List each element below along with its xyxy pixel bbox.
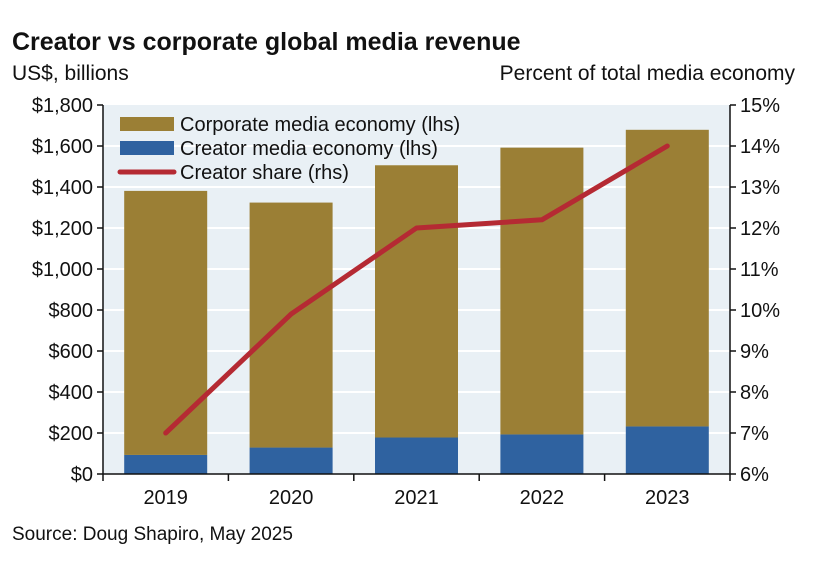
right-tick-label: 6% <box>740 464 769 486</box>
left-tick-label: $1,400 <box>32 177 93 199</box>
x-tick-label: 2021 <box>394 487 439 509</box>
x-tick-label: 2023 <box>645 487 690 509</box>
right-tick-label: 7% <box>740 423 769 445</box>
bar-creator-2020 <box>249 447 333 474</box>
left-axis-label: US$, billions <box>12 62 129 85</box>
legend-swatch <box>120 141 174 155</box>
left-tick-label: $1,600 <box>32 136 93 158</box>
bar-creator-2022 <box>500 434 584 474</box>
right-tick-label: 14% <box>740 136 780 158</box>
bar-creator-2019 <box>124 454 208 474</box>
right-tick-label: 12% <box>740 218 780 240</box>
right-tick-label: 13% <box>740 177 780 199</box>
legend-swatch <box>120 117 174 131</box>
right-tick-label: 10% <box>740 300 780 322</box>
left-tick-label: $1,800 <box>32 95 93 117</box>
right-axis-label: Percent of total media economy <box>500 62 796 85</box>
left-tick-label: $0 <box>71 464 93 486</box>
right-tick-label: 8% <box>740 382 769 404</box>
x-tick-label: 2022 <box>520 487 565 509</box>
right-tick-label: 15% <box>740 95 780 117</box>
source-note: Source: Doug Shapiro, May 2025 <box>12 524 293 545</box>
bar-corporate-2019 <box>124 190 208 455</box>
x-tick-label: 2020 <box>269 487 314 509</box>
chart-title: Creator vs corporate global media revenu… <box>12 28 521 56</box>
bar-creator-2021 <box>375 437 458 474</box>
right-tick-label: 9% <box>740 341 769 363</box>
legend-label: Corporate media economy (lhs) <box>180 114 460 136</box>
left-tick-label: $200 <box>49 423 94 445</box>
right-tick-label: 11% <box>740 259 779 281</box>
legend-label: Creator share (rhs) <box>180 162 349 184</box>
bar-creator-2023 <box>625 426 709 474</box>
left-tick-label: $800 <box>49 300 94 322</box>
bar-corporate-2023 <box>625 129 709 427</box>
bar-corporate-2021 <box>375 165 458 438</box>
bar-corporate-2020 <box>249 202 333 448</box>
left-tick-label: $1,200 <box>32 218 93 240</box>
left-tick-label: $600 <box>49 341 94 363</box>
legend-label: Creator media economy (lhs) <box>180 138 438 160</box>
x-tick-label: 2019 <box>143 487 188 509</box>
left-tick-label: $400 <box>49 382 94 404</box>
left-tick-label: $1,000 <box>32 259 93 281</box>
bar-corporate-2022 <box>500 147 584 435</box>
